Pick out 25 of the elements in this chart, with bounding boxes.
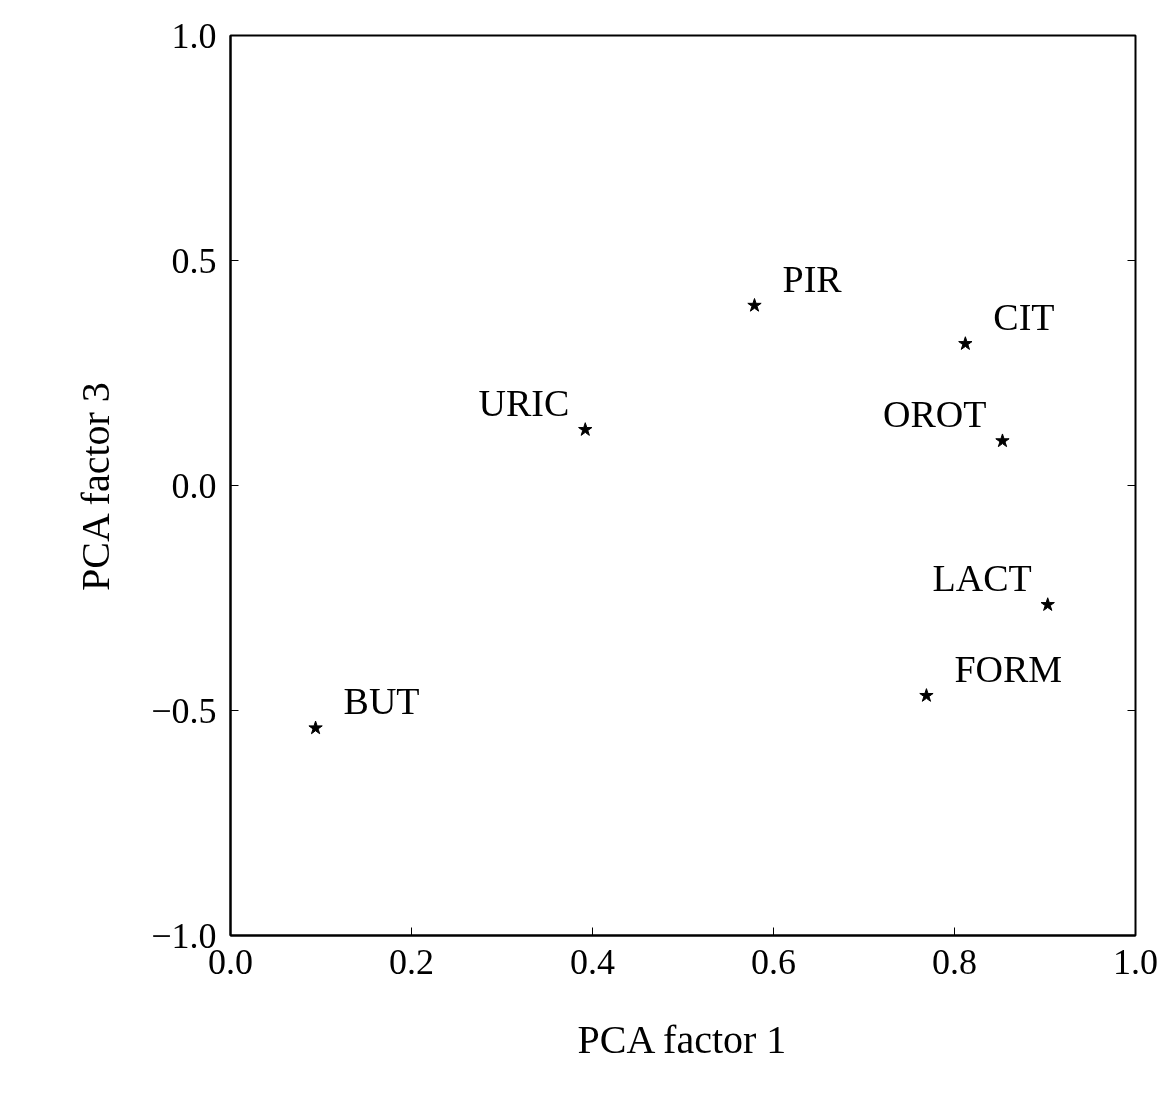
annotation: URIC: [478, 381, 570, 424]
y-tick-label: 1.0: [171, 15, 217, 56]
point: [958, 336, 973, 350]
x-tick-label: 0.6: [751, 941, 796, 982]
point: [919, 688, 934, 702]
annotation: CIT: [993, 295, 1055, 338]
annotation: BUT: [343, 680, 420, 723]
x-tick-label: 0.4: [570, 941, 615, 982]
y-tick-label: −0.5: [151, 690, 217, 731]
x-tick-label: 0.8: [932, 941, 977, 982]
point: [1040, 597, 1055, 611]
point: [308, 720, 323, 735]
annotation: LACT: [932, 556, 1032, 599]
point: [578, 422, 593, 436]
x-axis-title: PCA factor 1: [577, 1016, 787, 1062]
x-tick-label: 1.0: [1113, 941, 1158, 982]
y-tick-label: 0.5: [171, 240, 217, 281]
annotation: PIR: [782, 257, 843, 300]
annotation: OROT: [883, 392, 987, 435]
annotation: FORM: [954, 647, 1063, 690]
y-tick-label: 0.0: [171, 465, 217, 506]
y-axis-title: PCA factor 3: [73, 382, 119, 592]
point: [995, 433, 1010, 448]
x-tick-label: 0.2: [389, 941, 434, 982]
point: [747, 298, 762, 312]
